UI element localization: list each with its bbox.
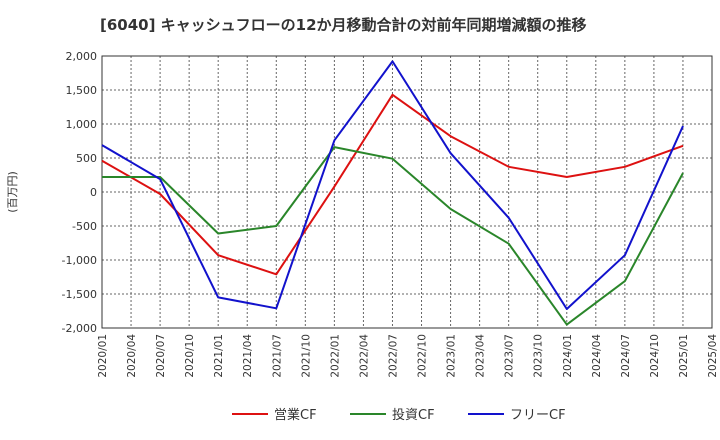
x-tick-label: 2022/10	[417, 334, 429, 378]
x-tick-label: 2024/04	[591, 334, 603, 378]
x-tick-label: 2021/10	[300, 334, 312, 378]
y-tick-label: -1,500	[62, 288, 97, 301]
y-axis-ticks: 2,000 1,500 1,000 500 0 -500 -1,000 -1,500 -2,00…	[62, 50, 97, 335]
x-tick-label: 2021/01	[213, 334, 225, 378]
y-tick-label: -500	[72, 220, 97, 233]
x-tick-label: 2020/07	[155, 334, 167, 378]
x-tick-label: 2022/01	[329, 334, 341, 378]
legend-label: 営業CF	[274, 407, 317, 423]
legend-item: 営業CF	[232, 407, 317, 423]
x-tick-label: 2024/07	[620, 334, 632, 378]
legend-label: フリーCF	[510, 408, 566, 423]
series-line	[101, 93, 684, 276]
x-tick-label: 2023/04	[475, 334, 487, 378]
x-tick-label: 2020/01	[97, 334, 109, 378]
legend: 営業CF 投資CF フリーCF	[232, 407, 566, 423]
y-axis-label: (百万円)	[6, 171, 19, 213]
chart-title: [6040] キャッシュフローの12か月移動合計の対前年同期増減額の推移	[100, 16, 587, 34]
plot-frame	[101, 55, 713, 329]
series-line	[101, 60, 684, 310]
x-tick-label: 2020/10	[184, 334, 196, 378]
series-line	[102, 146, 684, 326]
y-tick-label: 2,000	[66, 50, 98, 63]
x-tick-label: 2024/10	[649, 334, 661, 378]
x-tick-label: 2021/04	[242, 334, 254, 378]
x-tick-label: 2022/04	[358, 334, 370, 378]
y-tick-label: -1,000	[62, 254, 97, 267]
x-tick-label: 2021/07	[271, 334, 283, 378]
x-tick-label: 2024/01	[562, 334, 574, 378]
legend-label: 投資CF	[392, 407, 435, 423]
x-tick-label: 2020/04	[126, 334, 138, 378]
x-tick-label: 2022/07	[387, 334, 399, 378]
y-tick-label: 500	[76, 152, 97, 165]
y-tick-label: -2,000	[62, 322, 97, 335]
legend-item: 投資CF	[350, 407, 435, 423]
y-tick-label: 1,000	[66, 118, 98, 131]
x-tick-label: 2023/10	[533, 334, 545, 378]
series-lines	[101, 60, 684, 326]
x-tick-label: 2025/01	[678, 334, 690, 378]
legend-item: フリーCF	[468, 408, 566, 423]
y-tick-label: 0	[90, 186, 97, 199]
x-tick-label: 2025/04	[707, 334, 719, 378]
y-tick-label: 1,500	[66, 84, 98, 97]
x-tick-label: 2023/01	[446, 334, 458, 378]
x-axis-ticks: 2020/01 2020/04 2020/07 2020/10 2021/01 2021/…	[97, 334, 719, 378]
x-tick-label: 2023/07	[504, 334, 516, 378]
